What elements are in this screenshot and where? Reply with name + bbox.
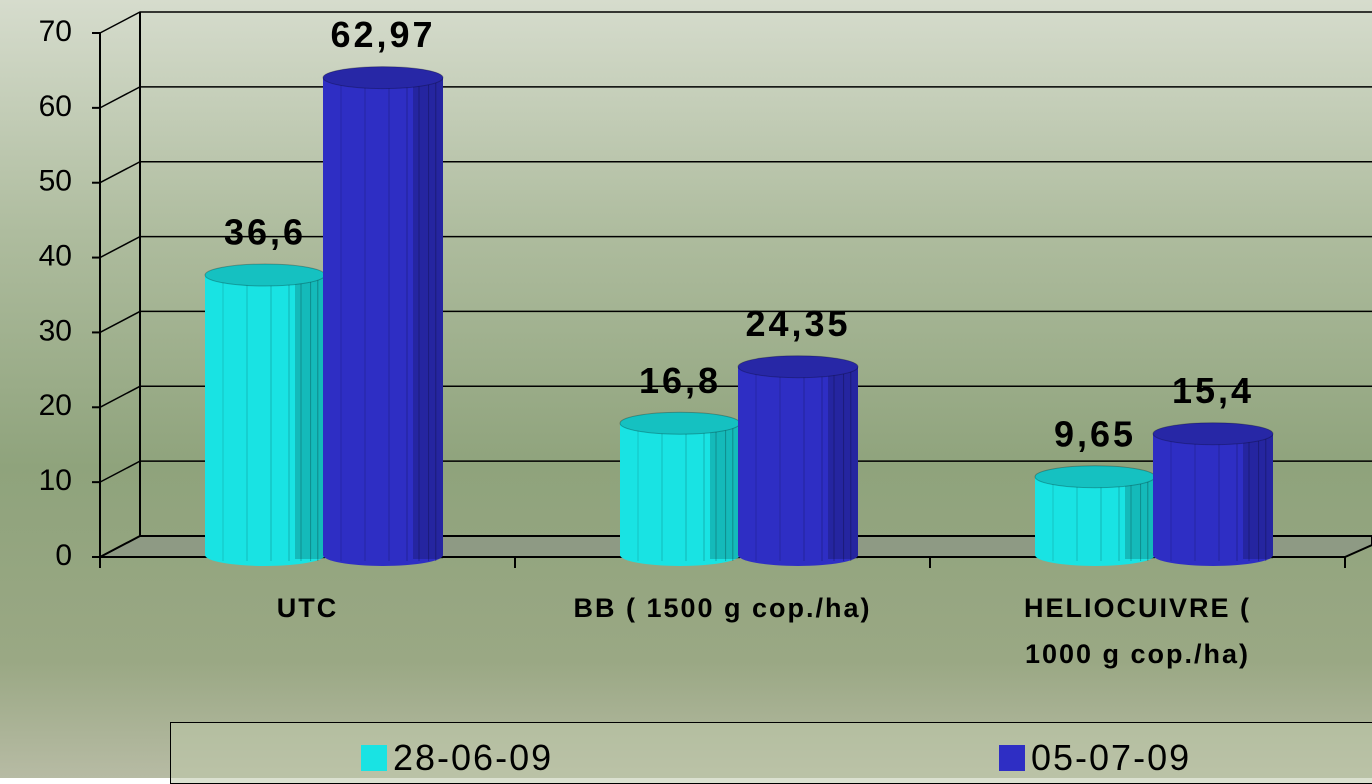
legend: 28-06-09 05-07-09 (170, 722, 1372, 784)
grid-line (99, 535, 1372, 558)
cylinder (1034, 465, 1156, 566)
cylinder (1152, 422, 1274, 566)
value-label: 15,4 (1172, 370, 1254, 411)
legend-label: 05-07-09 (1031, 737, 1192, 778)
bar (1035, 476, 1155, 566)
value-label: 62,97 (330, 14, 435, 55)
x-tick-label: BB ( 1500 g cop./ha) (573, 593, 872, 623)
y-tick-label: 50 (39, 165, 72, 198)
grid-line (99, 160, 1372, 184)
bar-top-shade (323, 66, 443, 89)
bar-shadow (1243, 433, 1273, 559)
bar-shadow (1125, 476, 1155, 559)
y-tick-label: 0 (55, 539, 72, 572)
y-tick-label: 40 (39, 239, 72, 272)
y-tick-label: 10 (39, 464, 72, 497)
y-tick-label: 60 (39, 90, 72, 123)
value-label: 36,6 (224, 212, 306, 253)
bar-top-shade (205, 264, 325, 287)
legend-label: 28-06-09 (393, 737, 554, 778)
x-ticks (99, 557, 1346, 568)
bar-shadow (828, 366, 858, 559)
value-label: 16,8 (639, 360, 721, 401)
bar-top-shade (1153, 422, 1273, 445)
grid-line (99, 235, 1372, 259)
value-label: 9,65 (1054, 413, 1136, 454)
y-tick-label: 70 (39, 15, 72, 48)
grid-line (99, 460, 1372, 483)
bar-top (737, 355, 859, 379)
bar-shadow (710, 423, 740, 559)
bar-top (1152, 422, 1274, 446)
legend-swatch (999, 745, 1025, 771)
bar (323, 77, 443, 566)
y-tick-label: 20 (39, 389, 72, 422)
cylinder (204, 263, 326, 566)
grid-line (99, 385, 1372, 408)
bar-top-shade (738, 355, 858, 378)
value-label: 24,35 (745, 303, 850, 344)
grid-line (99, 310, 1372, 334)
grid-line (99, 86, 1372, 109)
bar (738, 366, 858, 566)
bar (205, 275, 325, 566)
cylinder (322, 66, 444, 566)
legend-item: 05-07-09 (999, 737, 1191, 779)
legend-item: 28-06-09 (361, 737, 553, 779)
bar-top (322, 66, 444, 90)
x-tick-label: HELIOCUIVRE ( 1000 g cop./ha) (1023, 593, 1251, 669)
cylinder (737, 355, 859, 566)
legend-swatch (361, 745, 387, 771)
y-tick-label: 30 (39, 314, 72, 347)
x-tick-label: UTC (276, 593, 339, 623)
bar-top-shade (1035, 465, 1155, 488)
grid-line (99, 11, 1372, 34)
bar-shadow (295, 275, 325, 559)
bar-top-shade (620, 412, 740, 435)
bar (1153, 433, 1273, 566)
cylinder (619, 411, 741, 566)
bar-shadow (413, 77, 443, 559)
bar (620, 423, 740, 566)
